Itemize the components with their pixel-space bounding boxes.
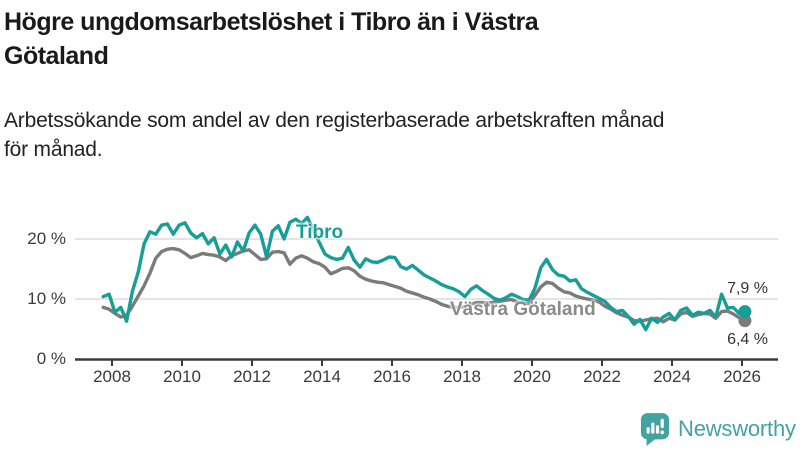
x-axis-tick-label: 2012 xyxy=(233,367,271,386)
end-value-label-tibro: 7,9 % xyxy=(727,280,768,297)
x-axis-tick-label: 2008 xyxy=(93,367,131,386)
x-axis-tick-label: 2018 xyxy=(443,367,481,386)
title-line-2: Götaland xyxy=(4,42,109,70)
end-point-dot-tibro xyxy=(738,305,752,319)
series-label-tibro: Tibro xyxy=(296,222,344,243)
subtitle-line-1: Arbetssökande som andel av den registerb… xyxy=(4,109,665,132)
x-axis-tick-label: 2014 xyxy=(303,367,341,386)
x-axis-tick-label: 2020 xyxy=(513,367,551,386)
x-axis-tick-label: 2026 xyxy=(723,367,761,386)
x-axis-tick-label: 2010 xyxy=(163,367,201,386)
x-axis-tick-label: 2024 xyxy=(653,367,691,386)
x-axis-tick-label: 2022 xyxy=(583,367,621,386)
y-axis-tick-label: 0 % xyxy=(36,349,66,368)
subtitle-line-2: för månad. xyxy=(4,138,103,161)
y-axis-tick-label: 20 % xyxy=(27,229,66,248)
newsworthy-logo[interactable]: Newsworthy xyxy=(640,412,796,446)
end-value-label-vastra-gotaland: 6,4 % xyxy=(727,331,768,348)
end-point-dot-v-stra-g-taland xyxy=(738,314,752,328)
page-title: Högre ungdomsarbetslöshet i Tibro än i V… xyxy=(4,5,764,73)
series-line-tibro xyxy=(101,215,747,332)
title-line-1: Högre ungdomsarbetslöshet i Tibro än i V… xyxy=(4,8,539,36)
brand-name: Newsworthy xyxy=(678,416,796,441)
chart-subtitle: Arbetssökande som andel av den registerb… xyxy=(4,106,794,164)
x-axis-tick-label: 2016 xyxy=(373,367,411,386)
y-axis-tick-label: 10 % xyxy=(27,289,66,308)
series-label-vastra-gotaland: Västra Götaland xyxy=(450,299,596,320)
newsworthy-speech-bubble-chart-icon xyxy=(640,413,670,446)
